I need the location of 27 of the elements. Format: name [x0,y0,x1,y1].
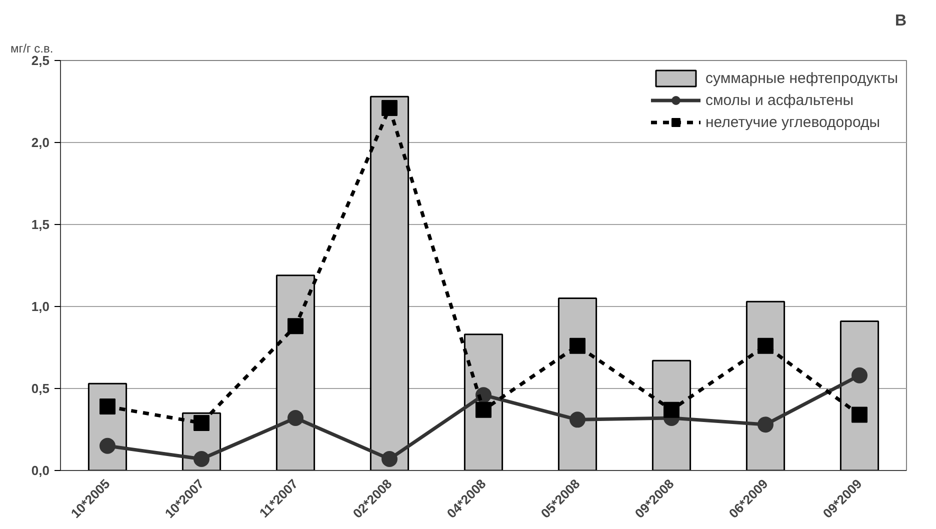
y-tick-label: 1,0 [31,299,50,314]
point [194,414,210,431]
y-tick-label: 2,5 [31,53,50,68]
point [194,451,210,468]
point [570,412,586,428]
text: В [894,12,907,30]
point [288,318,304,334]
point [288,410,304,426]
point [852,406,868,423]
y-tick-label: 2,0 [31,135,50,150]
y-axis-title: мг/г с.в. [10,42,54,56]
y-tick-label: 0,0 [31,463,50,478]
legend-label: суммарные нефтепродукты [705,70,898,86]
y-tick-label: 1,5 [31,217,50,232]
point [382,451,398,468]
y-tick-label: 0,5 [31,381,50,396]
legend-label: смолы и асфальтены [705,92,854,108]
point [382,100,398,116]
legend-label: нелетучие углеводороды [705,114,880,130]
point [570,338,586,354]
point [664,402,680,418]
point [852,367,868,384]
point [100,398,116,415]
point [758,338,774,354]
point [476,402,492,418]
point [100,438,116,454]
point [758,416,774,433]
